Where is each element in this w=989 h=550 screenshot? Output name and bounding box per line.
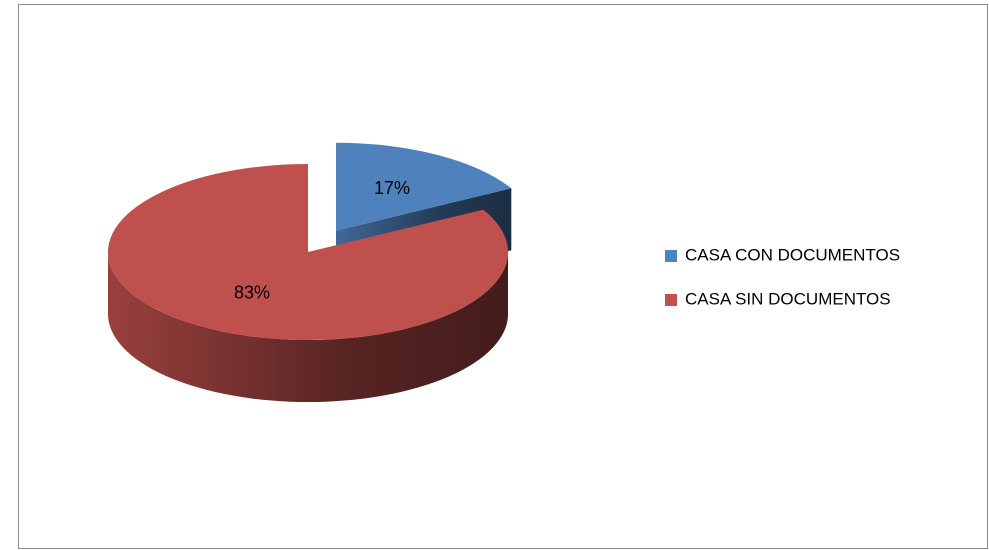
data-label: 17% [374,178,410,198]
pie-slice-shade [108,252,508,402]
pie-slice [335,142,512,231]
legend-swatch [665,250,677,262]
data-label: 83% [234,282,270,302]
pie-slice [107,164,508,341]
legend-swatch [665,294,677,306]
legend-label: CASA CON DOCUMENTOS [685,245,900,264]
legend-label: CASA SIN DOCUMENTOS [685,289,891,308]
